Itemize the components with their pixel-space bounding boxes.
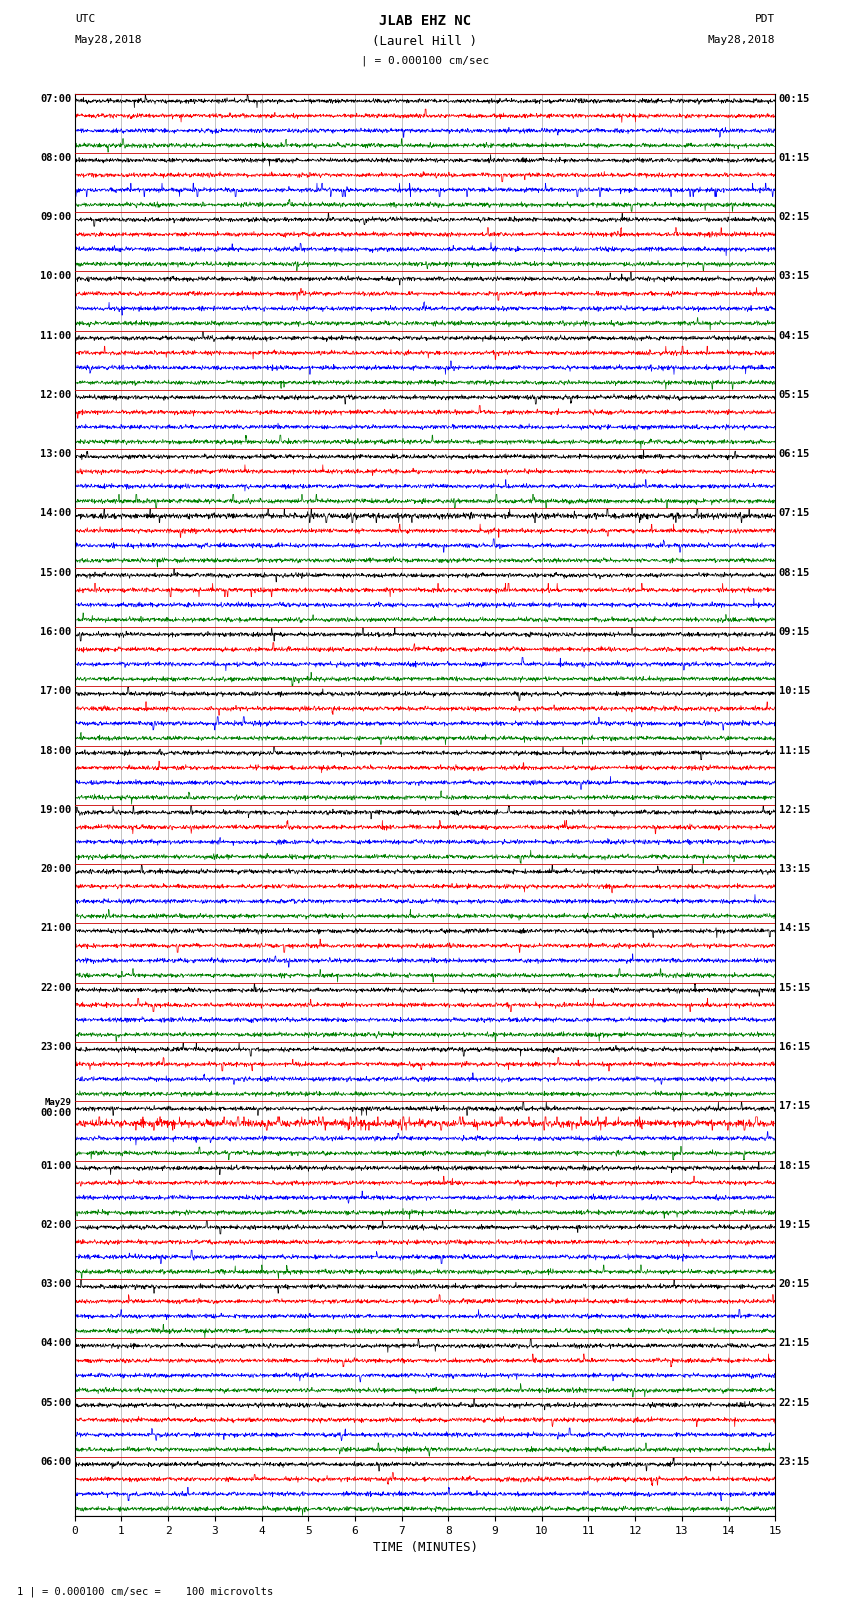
Text: 03:00: 03:00 [40, 1279, 71, 1289]
Text: 10:00: 10:00 [40, 271, 71, 281]
Text: 12:15: 12:15 [779, 805, 810, 815]
Text: 01:15: 01:15 [779, 153, 810, 163]
Text: (Laurel Hill ): (Laurel Hill ) [372, 35, 478, 48]
Text: 15:15: 15:15 [779, 982, 810, 992]
Text: 16:00: 16:00 [40, 627, 71, 637]
Text: PDT: PDT [755, 15, 775, 24]
Text: 10:15: 10:15 [779, 687, 810, 697]
Text: 02:00: 02:00 [40, 1219, 71, 1229]
Text: 20:15: 20:15 [779, 1279, 810, 1289]
Text: 07:00: 07:00 [40, 94, 71, 103]
Text: 14:15: 14:15 [779, 923, 810, 934]
Text: 18:00: 18:00 [40, 745, 71, 755]
Text: UTC: UTC [75, 15, 95, 24]
Text: 13:00: 13:00 [40, 448, 71, 460]
Text: JLAB EHZ NC: JLAB EHZ NC [379, 15, 471, 27]
Text: 06:00: 06:00 [40, 1457, 71, 1466]
Text: 08:15: 08:15 [779, 568, 810, 577]
Text: 1 | = 0.000100 cm/sec =    100 microvolts: 1 | = 0.000100 cm/sec = 100 microvolts [17, 1586, 273, 1597]
Text: 22:00: 22:00 [40, 982, 71, 992]
Text: 02:15: 02:15 [779, 213, 810, 223]
Text: 00:00: 00:00 [40, 1108, 71, 1118]
Text: 00:15: 00:15 [779, 94, 810, 103]
Text: 21:00: 21:00 [40, 923, 71, 934]
Text: 15:00: 15:00 [40, 568, 71, 577]
Text: 20:00: 20:00 [40, 865, 71, 874]
Text: 06:15: 06:15 [779, 448, 810, 460]
Text: | = 0.000100 cm/sec: | = 0.000100 cm/sec [361, 56, 489, 66]
Text: 09:15: 09:15 [779, 627, 810, 637]
Text: 03:15: 03:15 [779, 271, 810, 281]
Text: 23:00: 23:00 [40, 1042, 71, 1052]
Text: 07:15: 07:15 [779, 508, 810, 518]
X-axis label: TIME (MINUTES): TIME (MINUTES) [372, 1542, 478, 1555]
Text: 18:15: 18:15 [779, 1161, 810, 1171]
Text: 23:15: 23:15 [779, 1457, 810, 1466]
Text: 13:15: 13:15 [779, 865, 810, 874]
Text: 16:15: 16:15 [779, 1042, 810, 1052]
Text: 12:00: 12:00 [40, 390, 71, 400]
Text: 17:00: 17:00 [40, 687, 71, 697]
Text: 17:15: 17:15 [779, 1102, 810, 1111]
Text: 04:15: 04:15 [779, 331, 810, 340]
Text: 21:15: 21:15 [779, 1339, 810, 1348]
Text: 14:00: 14:00 [40, 508, 71, 518]
Text: 05:15: 05:15 [779, 390, 810, 400]
Text: May29: May29 [44, 1098, 71, 1107]
Text: 05:00: 05:00 [40, 1397, 71, 1408]
Text: 11:00: 11:00 [40, 331, 71, 340]
Text: 19:00: 19:00 [40, 805, 71, 815]
Text: 09:00: 09:00 [40, 213, 71, 223]
Text: 19:15: 19:15 [779, 1219, 810, 1229]
Text: May28,2018: May28,2018 [75, 35, 142, 45]
Text: 11:15: 11:15 [779, 745, 810, 755]
Text: 08:00: 08:00 [40, 153, 71, 163]
Text: 01:00: 01:00 [40, 1161, 71, 1171]
Text: 04:00: 04:00 [40, 1339, 71, 1348]
Text: 22:15: 22:15 [779, 1397, 810, 1408]
Text: May28,2018: May28,2018 [708, 35, 775, 45]
